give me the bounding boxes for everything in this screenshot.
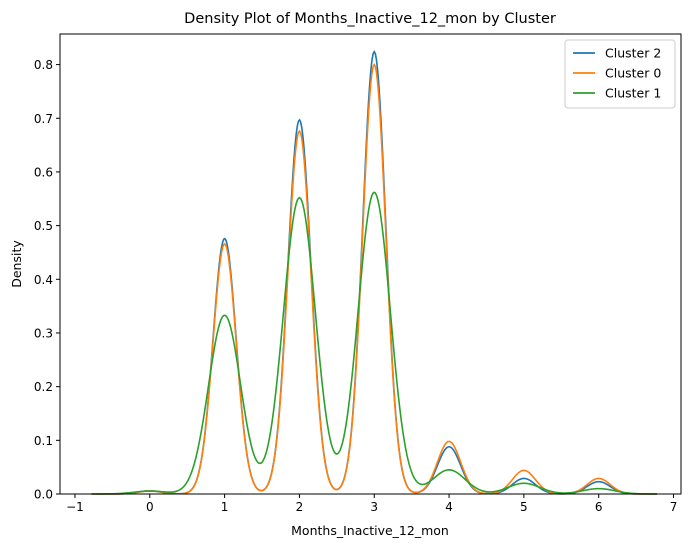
legend-label-0: Cluster 2	[605, 46, 661, 61]
x-tick-label: 2	[296, 500, 304, 514]
x-tick-label: 7	[670, 500, 678, 514]
series-line-2	[91, 191, 658, 495]
x-tick-label: 3	[370, 500, 378, 514]
x-tick-label: 5	[520, 500, 528, 514]
x-tick-label: 1	[221, 500, 229, 514]
y-axis-ticks: 0.0 0.1 0.2 0.3 0.4 0.5 0.6 0.7 0.8	[34, 58, 60, 502]
series-line-0	[91, 50, 658, 495]
y-tick-label: 0.3	[34, 326, 53, 340]
x-tick-label: 4	[445, 500, 453, 514]
y-tick-label: 0.8	[34, 58, 53, 72]
series-line-1	[91, 62, 658, 495]
y-tick-label: 0.1	[34, 434, 53, 448]
y-tick-label: 0.0	[34, 488, 53, 502]
legend: Cluster 2 Cluster 0 Cluster 1	[564, 39, 676, 109]
legend-box	[564, 39, 676, 109]
legend-label-2: Cluster 1	[605, 86, 661, 101]
plot-frame	[59, 33, 682, 495]
legend-label-1: Cluster 0	[605, 66, 661, 81]
x-axis-ticks: −1 0 1 2 3 4 5 6 7	[66, 494, 677, 514]
x-tick-label: 0	[146, 500, 154, 514]
y-axis-label: Density	[9, 240, 24, 288]
chart-title: Density Plot of Months_Inactive_12_mon b…	[184, 11, 556, 27]
y-tick-label: 0.6	[34, 165, 53, 179]
y-tick-label: 0.7	[34, 112, 53, 126]
x-axis-label: Months_Inactive_12_mon	[291, 523, 449, 538]
y-tick-label: 0.5	[34, 219, 53, 233]
x-tick-label: 6	[595, 500, 603, 514]
series-lines	[91, 50, 658, 495]
x-tick-label: −1	[66, 500, 84, 514]
y-tick-label: 0.4	[34, 273, 53, 287]
y-tick-label: 0.2	[34, 380, 53, 394]
